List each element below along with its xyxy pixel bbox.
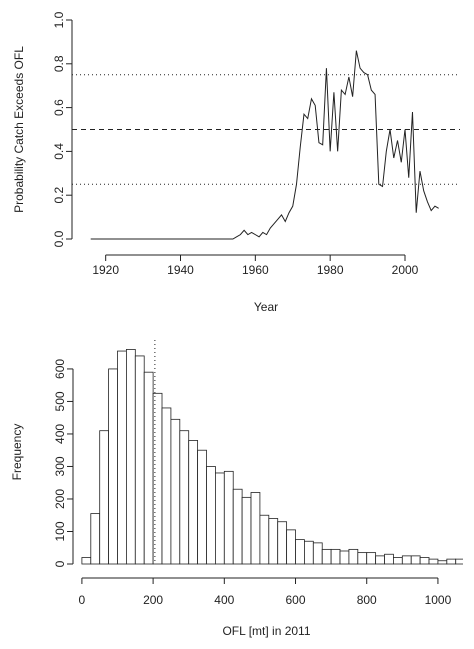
bar [179,430,190,565]
y-tick-label: 300 [53,456,67,476]
bar [232,488,243,565]
bar [330,548,341,565]
bar [90,513,101,565]
bar [455,558,463,565]
y-tick-label: 0 [53,560,67,567]
bar [197,449,207,565]
x-tick-label: 1920 [92,263,119,277]
x-tick-label: 1940 [167,263,194,277]
x-tick-label: 800 [357,593,377,607]
bar [277,521,288,565]
bar [446,558,457,565]
y-tick-label: 600 [53,359,67,379]
bar [375,555,385,565]
bar [99,430,110,565]
x-tick-label: 1960 [242,263,269,277]
data-line [90,50,439,240]
bar [134,355,145,565]
bar [428,558,439,565]
bar [348,548,359,565]
plot-area [90,50,439,240]
y-tick-label: 0.6 [52,99,66,116]
y-tick-label: 0.8 [52,55,66,72]
bar [366,552,377,565]
y-tick-label: 1.0 [52,11,66,28]
bar [259,514,270,565]
x-axis-label: OFL [mt] in 2011 [222,624,310,638]
bar [143,371,154,565]
bar [384,553,394,565]
plot-area [81,349,463,565]
bar [304,540,314,565]
bar [126,349,136,565]
y-tick-label: 100 [53,521,67,541]
bar [393,557,403,565]
y-tick-label: 200 [53,489,67,509]
bar [321,548,332,565]
x-tick-label: 400 [214,593,234,607]
bar [161,407,172,565]
x-tick-label: 0 [79,593,86,607]
x-tick-label: 600 [286,593,306,607]
bar [419,557,430,565]
y-axis-label: Frequency [10,424,24,481]
bar [215,472,225,565]
bar [170,418,181,565]
bar [206,466,216,565]
bar [117,350,127,565]
x-tick-label: 1980 [317,263,344,277]
y-tick-label: 0.0 [52,230,66,247]
bar [250,492,261,565]
bar [339,550,350,565]
y-tick-label: 0.4 [52,143,66,160]
bar [357,552,368,565]
bar [286,529,296,565]
bar [437,560,448,565]
bar [401,555,412,565]
y-tick-label: 0.2 [52,187,66,204]
x-tick-label: 200 [143,593,163,607]
bar [152,392,163,565]
x-axis-label: Year [254,300,278,314]
bar [295,539,305,565]
bar [81,557,92,565]
bar [241,496,252,565]
y-tick-label: 500 [53,391,67,411]
bar [108,368,118,565]
x-tick-label: 2000 [392,263,419,277]
bar [188,440,199,565]
bar [410,555,421,565]
y-axis-label: Probability Catch Exceeds OFL [12,46,26,213]
bar [268,518,279,565]
bar [223,470,234,565]
y-tick-label: 400 [53,424,67,444]
bar [312,542,323,565]
x-tick-label: 1000 [425,593,452,607]
